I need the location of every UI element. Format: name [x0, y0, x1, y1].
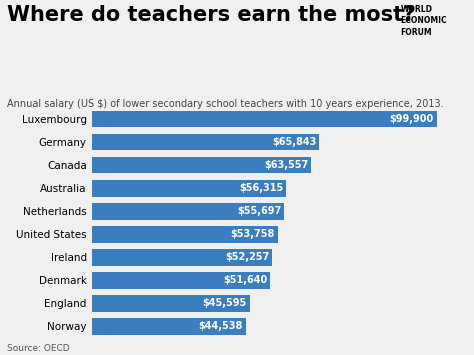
Bar [92, 318, 246, 335]
Bar [92, 272, 270, 289]
Text: $52,257: $52,257 [226, 252, 270, 262]
Text: $65,843: $65,843 [272, 137, 317, 147]
Text: $44,538: $44,538 [199, 321, 243, 331]
Text: $51,640: $51,640 [223, 275, 268, 285]
Text: Where do teachers earn the most?: Where do teachers earn the most? [7, 5, 415, 25]
Bar [92, 226, 278, 242]
Bar [92, 249, 273, 266]
Bar [92, 111, 437, 127]
Bar [92, 203, 284, 219]
Bar [92, 134, 319, 151]
Bar [92, 157, 311, 174]
Bar [92, 180, 286, 197]
Bar [92, 295, 249, 312]
Text: Annual salary (US $) of lower secondary school teachers with 10 years experience: Annual salary (US $) of lower secondary … [7, 99, 444, 109]
Text: $99,900: $99,900 [390, 114, 434, 124]
Text: $55,697: $55,697 [237, 206, 282, 216]
Text: Source: OECD: Source: OECD [7, 344, 70, 353]
Text: WORLD
ECONOMIC
FORUM: WORLD ECONOMIC FORUM [401, 5, 447, 37]
Text: $63,557: $63,557 [264, 160, 309, 170]
Text: $53,758: $53,758 [230, 229, 275, 239]
Text: $45,595: $45,595 [202, 298, 247, 308]
Text: $56,315: $56,315 [239, 183, 284, 193]
